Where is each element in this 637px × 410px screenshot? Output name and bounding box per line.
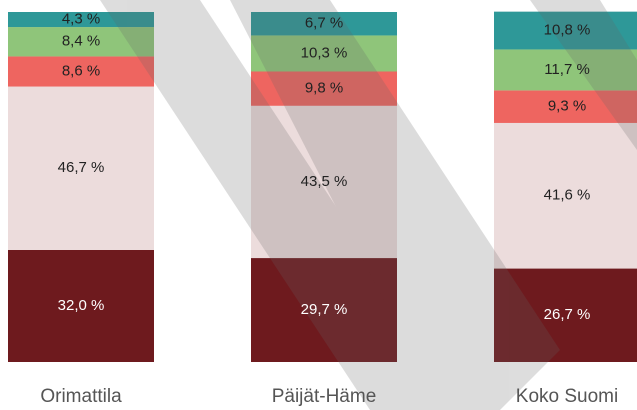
labels: 32,0 % 46,7 % 8,6 % 8,4 % 4,3 % Orimattila 29,… [40, 10, 618, 407]
bars [8, 11, 637, 362]
bar-segment [8, 86, 154, 250]
data-label: 26,7 % [544, 306, 591, 323]
bar-segment [494, 90, 637, 123]
bar-segment [8, 56, 154, 87]
bar-segment [494, 122, 637, 269]
bar-segment [8, 12, 154, 28]
bar-segment [494, 268, 637, 362]
bar-segment [251, 71, 397, 106]
data-label: 11,7 % [544, 61, 590, 78]
data-label: 10,3 % [301, 44, 348, 61]
data-label: 8,4 % [62, 33, 100, 50]
bar-segment [8, 250, 154, 362]
bar-segment [251, 105, 397, 259]
x-tick-label: Päijät-Häme [272, 386, 377, 407]
bar-segment [494, 11, 637, 50]
x-tick-label: Orimattila [40, 386, 122, 407]
data-label: 9,3 % [548, 98, 586, 115]
bar-segment [8, 27, 154, 57]
bar-segment [251, 258, 397, 362]
watermark-stroke [230, 0, 560, 410]
data-label: 6,7 % [305, 15, 343, 32]
data-label: 8,6 % [62, 62, 100, 79]
data-label: 9,8 % [305, 80, 343, 97]
data-label: 46,7 % [58, 159, 105, 176]
data-label: 41,6 % [544, 187, 591, 204]
data-label: 4,3 % [62, 10, 100, 27]
x-tick-label: Koko Suomi [516, 386, 618, 407]
watermark [100, 0, 637, 410]
watermark-stroke [100, 0, 470, 410]
watermark-stroke [530, 0, 637, 150]
data-label: 10,8 % [544, 22, 591, 39]
bar-segment [494, 49, 637, 91]
bar-segment [251, 35, 397, 72]
data-label: 43,5 % [301, 173, 348, 190]
data-label: 32,0 % [58, 297, 105, 314]
data-label: 29,7 % [301, 301, 348, 318]
bar-segment [251, 12, 397, 36]
